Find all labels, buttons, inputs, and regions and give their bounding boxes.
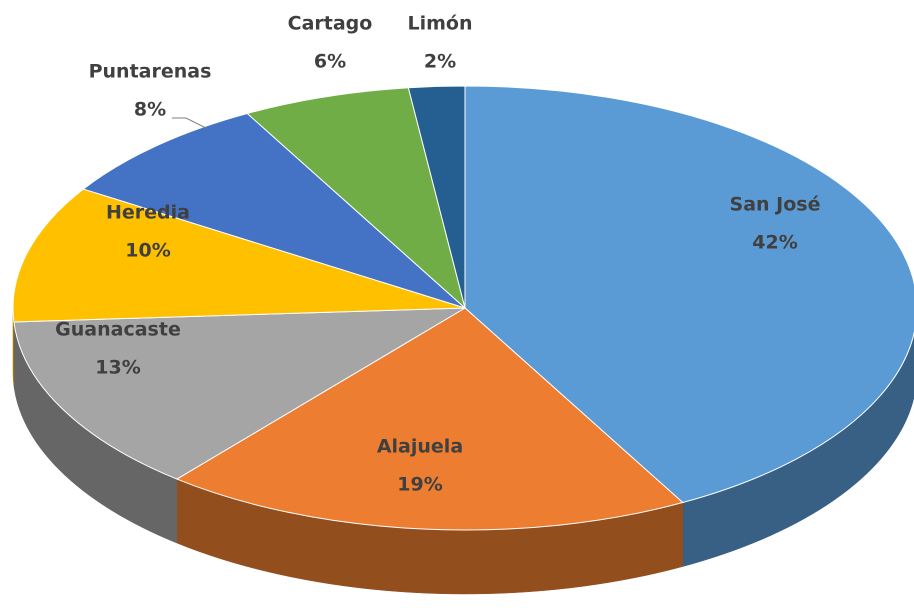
slice-label: Limón [408,13,473,35]
slice-value-label: 42% [752,232,797,254]
slice-value-label: 2% [424,51,456,73]
slice-value-label: 6% [314,51,346,73]
slice-label: San José [730,194,821,216]
slice-value-label: 8% [134,99,166,121]
leader-line [172,117,207,129]
pie-sides [12,307,914,595]
slice-value-label: 19% [397,474,442,496]
pie-slice [12,188,466,323]
slice-label: Puntarenas [89,61,212,83]
slice-value-label: 13% [95,357,140,379]
pie-slice [175,307,684,531]
pie-slice [82,112,466,309]
slice-value-label: 10% [125,240,170,262]
slice-label: Guanacaste [55,319,181,341]
pie-tops [12,85,914,531]
slice-label: Cartago [288,13,373,35]
slice-label: Alajuela [377,436,463,458]
pie-slice [13,307,466,480]
pie-slice [464,85,914,504]
data-labels: San José 42% Alajuela 19% Guanacaste 13% Hered… [55,13,820,496]
pie-slice [246,87,466,310]
pie-slice [407,85,466,309]
slice-label: Heredia [106,202,190,224]
